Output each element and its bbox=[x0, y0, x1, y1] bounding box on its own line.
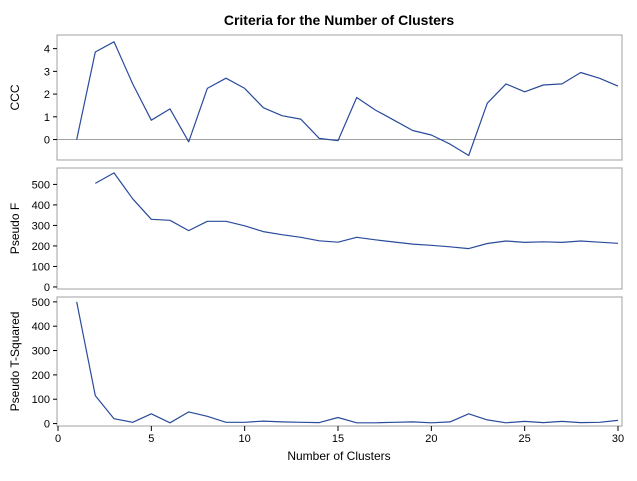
y-axis-label: Pseudo T-Squared bbox=[8, 312, 22, 412]
y-tick-label: 200 bbox=[32, 370, 50, 382]
y-tick-label: 300 bbox=[32, 220, 50, 232]
y-tick-label: 500 bbox=[32, 179, 50, 191]
panels-layer: 0 1 2 3 4 CCC 0 100 200 300 400 500 Pseudo F 0 100 200 3… bbox=[8, 34, 623, 431]
y-axis-label: CCC bbox=[8, 84, 22, 110]
y-tick-label: 100 bbox=[32, 261, 50, 273]
panel-frame bbox=[56, 34, 623, 161]
x-tick-label: 5 bbox=[148, 433, 154, 445]
series-line bbox=[76, 41, 619, 157]
y-axis-label: Pseudo F bbox=[8, 203, 22, 254]
panel-2: 0 100 200 300 400 500 Pseudo F bbox=[8, 167, 623, 294]
panel-frame bbox=[56, 296, 623, 427]
x-tick-label: 15 bbox=[332, 433, 344, 445]
x-tick-label: 0 bbox=[55, 433, 61, 445]
y-tick-label: 400 bbox=[32, 321, 50, 333]
y-tick-label: 1 bbox=[44, 112, 50, 124]
y-tick-label: 100 bbox=[32, 394, 50, 406]
y-tick-label: 4 bbox=[44, 44, 50, 56]
x-axis: 0 5 10 15 20 25 30 bbox=[55, 426, 624, 445]
x-tick-label: 20 bbox=[425, 433, 437, 445]
x-tick-label: 25 bbox=[519, 433, 531, 445]
y-tick-label: 0 bbox=[44, 282, 50, 294]
y-tick-label: 200 bbox=[32, 241, 50, 253]
y-tick-label: 400 bbox=[32, 200, 50, 212]
panel-1: 0 1 2 3 4 CCC bbox=[8, 34, 623, 161]
x-tick-label: 10 bbox=[239, 433, 251, 445]
x-tick-label: 30 bbox=[612, 433, 624, 445]
panel-frame bbox=[56, 167, 623, 290]
chart-title: Criteria for the Number of Clusters bbox=[224, 12, 454, 28]
x-axis-label: Number of Clusters bbox=[287, 449, 390, 463]
panel-3: 0 100 200 300 400 500 Pseudo T-Squared bbox=[8, 296, 623, 431]
y-tick-label: 2 bbox=[44, 89, 50, 101]
y-tick-label: 500 bbox=[32, 297, 50, 309]
y-tick-label: 0 bbox=[44, 419, 50, 431]
series-line bbox=[95, 172, 619, 250]
series-line bbox=[76, 301, 619, 424]
y-tick-label: 3 bbox=[44, 66, 50, 78]
y-tick-label: 300 bbox=[32, 346, 50, 358]
y-tick-label: 0 bbox=[44, 135, 50, 147]
